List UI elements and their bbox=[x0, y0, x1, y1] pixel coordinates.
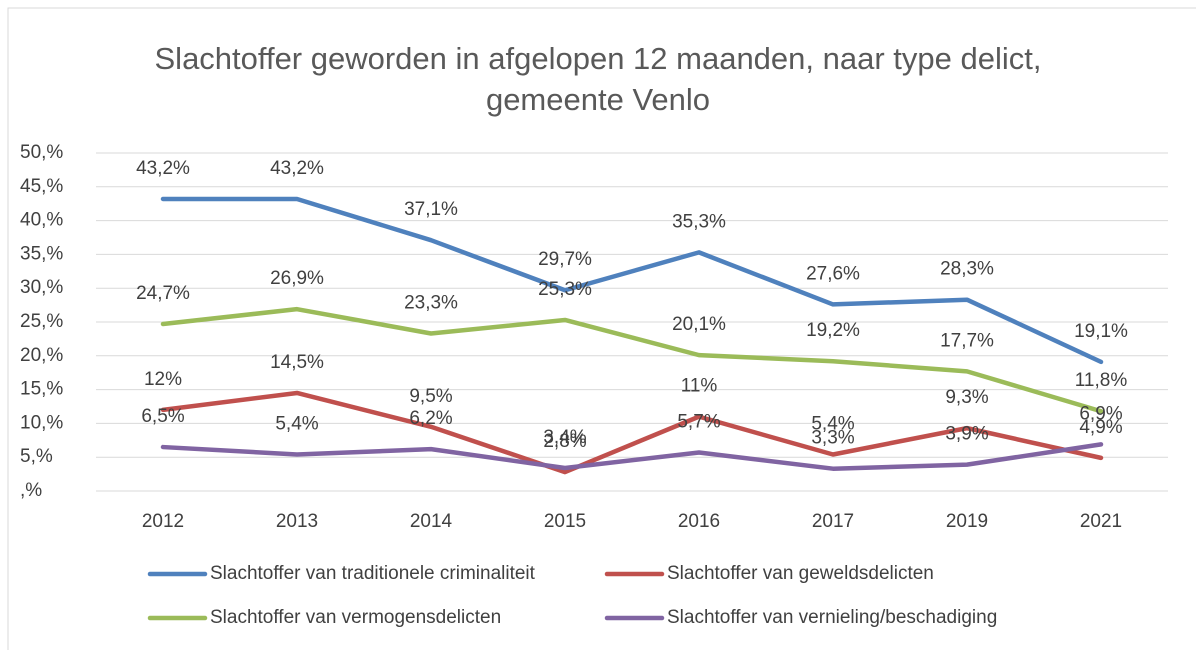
x-tick-label: 2013 bbox=[276, 511, 318, 532]
data-label: 43,2% bbox=[270, 158, 324, 179]
y-tick-label: ,% bbox=[20, 480, 42, 501]
data-label: 23,3% bbox=[404, 293, 458, 314]
data-label: 6,5% bbox=[141, 406, 184, 427]
y-tick-label: 5,% bbox=[20, 446, 53, 467]
data-label: 11,8% bbox=[1075, 370, 1128, 391]
data-label: 37,1% bbox=[404, 199, 458, 220]
data-label: 27,6% bbox=[806, 263, 860, 284]
x-tick-label: 2015 bbox=[544, 511, 586, 532]
chart-title: Slachtoffer geworden in afgelopen 12 maa… bbox=[154, 41, 1042, 117]
data-label: 19,1% bbox=[1074, 321, 1128, 342]
data-label: 43,2% bbox=[136, 158, 190, 179]
data-label: 35,3% bbox=[672, 211, 726, 232]
data-label: 5,4% bbox=[275, 414, 318, 435]
data-label: 12% bbox=[144, 369, 182, 390]
data-label: 28,3% bbox=[940, 259, 994, 280]
data-label: 9,3% bbox=[945, 387, 988, 408]
y-tick-label: 30,% bbox=[20, 277, 63, 298]
data-label: 4,9% bbox=[1079, 417, 1122, 438]
data-label: 6,2% bbox=[409, 408, 452, 429]
x-tick-label: 2021 bbox=[1080, 511, 1122, 532]
data-label: 11% bbox=[681, 376, 718, 397]
y-tick-label: 25,% bbox=[20, 311, 63, 332]
data-label: 6,9% bbox=[1079, 403, 1122, 424]
data-label: 20,1% bbox=[672, 314, 726, 335]
y-tick-label: 10,% bbox=[20, 412, 63, 433]
y-tick-label: 35,% bbox=[20, 243, 63, 264]
x-tick-label: 2017 bbox=[812, 511, 854, 532]
legend-label: Slachtoffer van geweldsdelicten bbox=[667, 563, 934, 584]
x-tick-label: 2016 bbox=[678, 511, 720, 532]
data-label: 24,7% bbox=[136, 283, 190, 304]
data-label: 17,7% bbox=[940, 330, 994, 351]
data-label: 19,2% bbox=[806, 320, 860, 341]
series-line bbox=[160, 196, 1104, 365]
data-label: 14,5% bbox=[270, 352, 324, 373]
legend-label: Slachtoffer van traditionele criminalite… bbox=[210, 563, 536, 584]
data-label: 25,3% bbox=[538, 279, 592, 300]
data-label: 3,3% bbox=[811, 428, 854, 449]
x-tick-label: 2012 bbox=[142, 511, 184, 532]
chart-frame bbox=[7, 7, 1196, 650]
series-line bbox=[160, 306, 1104, 414]
y-tick-label: 15,% bbox=[20, 379, 63, 400]
y-tick-label: 40,% bbox=[20, 210, 63, 231]
data-label: 3,9% bbox=[945, 424, 988, 445]
y-tick-label: 20,% bbox=[20, 345, 63, 366]
series-line bbox=[160, 442, 1104, 471]
series-line bbox=[160, 390, 1104, 475]
data-label: 9,5% bbox=[409, 386, 452, 407]
y-tick-label: 45,% bbox=[20, 176, 63, 197]
x-tick-label: 2019 bbox=[946, 511, 988, 532]
data-label: 5,7% bbox=[677, 411, 720, 432]
data-label: 26,9% bbox=[270, 268, 324, 289]
data-label: 3,4% bbox=[543, 427, 586, 448]
legend-label: Slachtoffer van vermogensdelicten bbox=[210, 607, 501, 628]
y-tick-label: 50,% bbox=[20, 142, 63, 163]
x-tick-label: 2014 bbox=[410, 511, 453, 532]
data-label: 2,8% bbox=[543, 431, 586, 452]
data-label: 5,4% bbox=[811, 414, 854, 435]
data-label: 29,7% bbox=[538, 249, 592, 270]
legend-label: Slachtoffer van vernieling/beschadiging bbox=[667, 607, 997, 628]
